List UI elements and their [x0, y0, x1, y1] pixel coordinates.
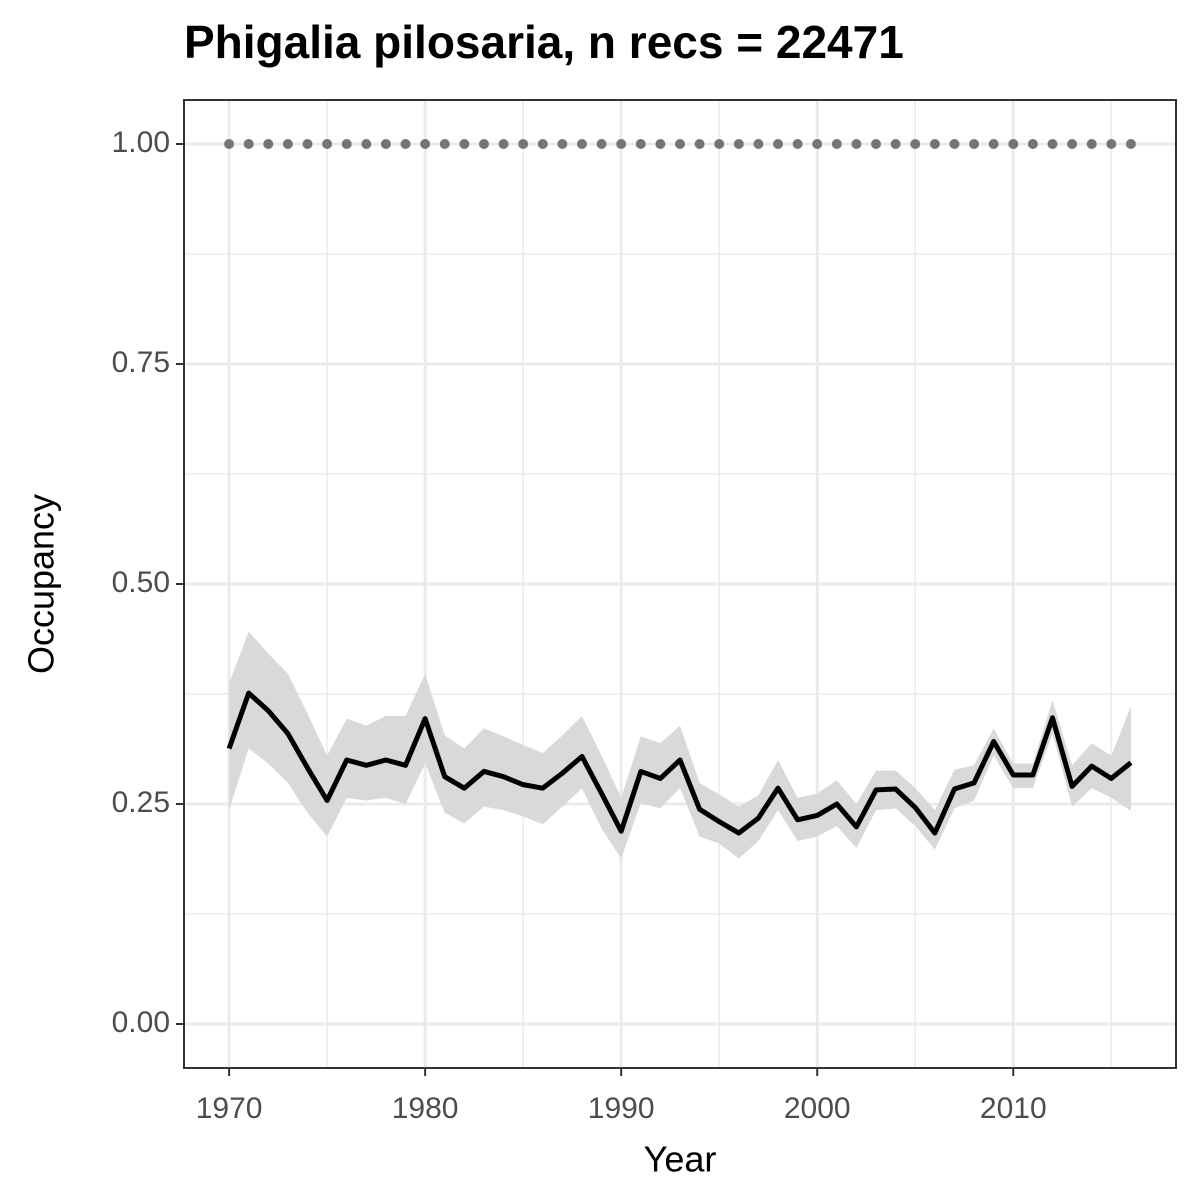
dot	[537, 139, 548, 149]
panel-border	[183, 99, 1177, 1069]
y-axis-title: Occupancy	[21, 494, 62, 674]
dot	[812, 139, 823, 149]
chart-title: Phigalia pilosaria, n recs = 22471	[184, 16, 904, 68]
dot	[1067, 139, 1078, 149]
dot	[322, 139, 333, 149]
dot	[773, 139, 784, 149]
dot	[635, 139, 646, 149]
dot	[890, 139, 901, 149]
dot	[1106, 139, 1117, 149]
dot	[439, 139, 450, 149]
x-axis-title: Year	[644, 1139, 717, 1180]
dot	[831, 139, 842, 149]
dot	[576, 139, 587, 149]
dot	[1047, 139, 1058, 149]
x-tick-label: 1980	[392, 1092, 459, 1125]
dot	[733, 139, 744, 149]
dot	[988, 139, 999, 149]
line	[226, 690, 1133, 836]
dot	[557, 139, 568, 149]
y-tick-label: 0.50	[112, 566, 170, 599]
dot	[616, 139, 627, 149]
dot	[655, 139, 666, 149]
dot	[1125, 139, 1136, 149]
dot	[498, 139, 509, 149]
y-tick-label: 1.00	[112, 126, 170, 159]
dot	[400, 139, 411, 149]
x-tick-label: 1990	[588, 1092, 655, 1125]
y-tick-label: 0.00	[112, 1006, 170, 1039]
dot	[380, 139, 391, 149]
dot	[302, 139, 313, 149]
dot	[459, 139, 470, 149]
dot	[694, 139, 705, 149]
dot	[714, 139, 725, 149]
dot	[263, 139, 274, 149]
dot	[1027, 139, 1038, 149]
dot	[949, 139, 960, 149]
dot	[341, 139, 352, 149]
confidence-band	[229, 631, 1131, 859]
dot	[792, 139, 803, 149]
y-tick-label: 0.25	[112, 786, 170, 819]
dot	[910, 139, 921, 149]
y-tick-label: 0.75	[112, 346, 170, 379]
dot	[224, 139, 235, 149]
dot	[282, 139, 293, 149]
dot	[1086, 139, 1097, 149]
dot	[675, 139, 685, 149]
dot	[871, 139, 882, 149]
dot	[969, 139, 980, 149]
dot	[243, 139, 254, 149]
dot	[1008, 139, 1019, 149]
x-tick-label: 1970	[196, 1092, 263, 1125]
x-tick-label: 2000	[784, 1092, 851, 1125]
dot	[596, 139, 607, 149]
dot	[518, 139, 529, 149]
dot	[420, 139, 431, 149]
dot	[929, 139, 940, 149]
dot	[361, 139, 372, 149]
dot	[753, 139, 764, 149]
x-tick-label: 2010	[980, 1092, 1047, 1125]
dot	[478, 139, 489, 149]
dot	[851, 139, 862, 149]
